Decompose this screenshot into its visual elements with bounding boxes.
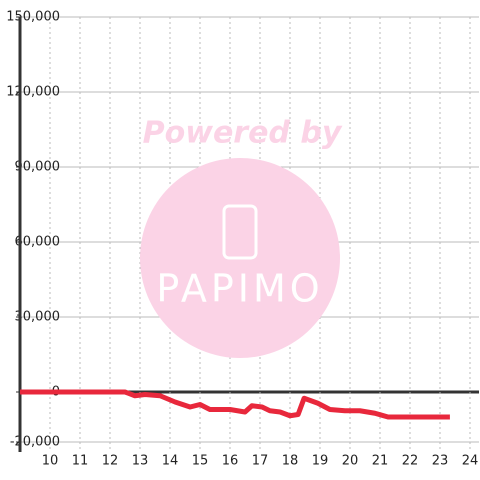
x-tick-label: 12: [102, 454, 119, 469]
watermark: Powered by PAPIMO: [140, 116, 343, 358]
x-tick-label: 16: [222, 454, 239, 469]
line: [20, 389, 450, 420]
watermark-phone: [222, 204, 258, 260]
x-tick-label: 21: [372, 454, 389, 469]
x-tick-label: 24: [462, 454, 479, 469]
y-tick-label: 120,000: [6, 85, 60, 100]
x-tick-label: 11: [72, 454, 89, 469]
x-tick-label: 14: [162, 454, 179, 469]
y-tick-label: -20,000: [10, 435, 60, 450]
y-tick-label: 30,000: [15, 310, 61, 325]
y-tick-label: 150,000: [6, 10, 60, 25]
watermark-logo: PAPIMO: [156, 267, 323, 311]
x-tick-label: 15: [192, 454, 209, 469]
x-tick-label: 23: [432, 454, 449, 469]
x-tick-label: 19: [312, 454, 329, 469]
y-tick-label: 60,000: [15, 235, 61, 250]
x-tick-label: 10: [42, 454, 59, 469]
watermark-text: Powered by: [143, 116, 343, 151]
x-tick-label: 20: [342, 454, 359, 469]
x-tick-label: 18: [282, 454, 299, 469]
x-tick-label: 13: [132, 454, 149, 469]
x-tick-label: 17: [252, 454, 269, 469]
y-tick-label: 90,000: [15, 160, 61, 175]
x-tick-label: 22: [402, 454, 419, 469]
